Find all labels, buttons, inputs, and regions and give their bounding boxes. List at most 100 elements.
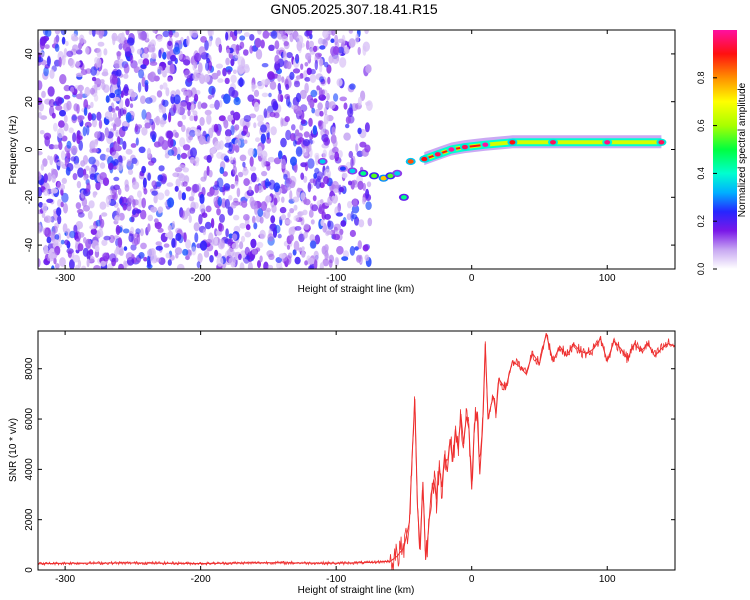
noise-blob	[174, 185, 179, 192]
noise-blob	[328, 55, 334, 64]
noise-blob	[142, 177, 147, 188]
noise-blob	[293, 215, 300, 222]
noise-blob	[47, 86, 55, 97]
noise-blob	[365, 201, 372, 211]
noise-blob	[239, 262, 245, 269]
noise-blob	[72, 132, 77, 143]
noise-blob	[303, 131, 310, 138]
noise-blob	[233, 214, 240, 221]
noise-blob	[200, 36, 207, 43]
noise-blob	[43, 66, 49, 77]
noise-blob	[77, 115, 83, 123]
noise-blob	[230, 74, 237, 84]
noise-blob	[45, 30, 52, 37]
noise-blob	[191, 246, 197, 256]
noise-blob	[49, 105, 55, 117]
noise-blob	[364, 254, 370, 262]
noise-blob	[231, 90, 239, 99]
ridge-point-core	[387, 173, 394, 178]
ridge-point-core	[434, 152, 441, 157]
noise-blob	[155, 115, 161, 126]
noise-blob	[86, 125, 90, 136]
noise-blob	[249, 113, 257, 119]
noise-blob	[234, 138, 241, 148]
noise-blob	[88, 200, 95, 209]
noise-blob	[167, 40, 173, 47]
noise-blob	[189, 115, 195, 122]
x-tick-label: -300	[55, 574, 75, 585]
noise-blob	[244, 64, 250, 69]
noise-blob	[112, 96, 121, 102]
noise-blob	[293, 80, 301, 88]
noise-blob	[38, 151, 43, 156]
noise-blob	[89, 87, 95, 95]
snr-frame	[37, 330, 676, 571]
noise-blob	[292, 196, 300, 203]
noise-blob	[332, 53, 340, 65]
noise-blob	[226, 48, 231, 54]
ridge-point-core	[407, 159, 414, 164]
colorbar-label: Normalized spectral amplitude	[737, 82, 748, 217]
noise-blob	[356, 255, 362, 263]
noise-blob	[292, 249, 297, 256]
colorbar-tick-label: 0.2	[696, 215, 706, 228]
noise-blob	[319, 76, 325, 83]
noise-blob	[95, 180, 101, 191]
noise-blob	[56, 127, 65, 139]
noise-blob	[284, 183, 292, 191]
noise-blob	[317, 120, 322, 127]
noise-blob	[359, 141, 367, 148]
noise-blob	[339, 96, 348, 102]
noise-blob	[365, 64, 372, 74]
ridge-point-core	[349, 168, 356, 174]
noise-blob	[77, 212, 85, 218]
noise-blob	[111, 32, 118, 42]
y-tick-label: 0	[24, 146, 35, 152]
noise-blob	[286, 52, 293, 59]
noise-blob	[97, 41, 105, 47]
noise-blob	[106, 147, 110, 153]
noise-blob	[47, 252, 55, 259]
noise-blob	[172, 129, 178, 137]
noise-blob	[102, 84, 110, 93]
noise-blob	[71, 33, 78, 40]
noise-blob	[101, 239, 108, 246]
noise-blob	[255, 137, 260, 143]
noise-blob	[92, 118, 97, 128]
noise-blob	[180, 36, 184, 43]
noise-blob	[90, 113, 97, 121]
noise-blob	[338, 186, 345, 193]
noise-blob	[60, 183, 65, 191]
noise-blob	[129, 103, 134, 109]
noise-blob	[280, 30, 287, 35]
noise-blob	[141, 109, 147, 120]
noise-blob	[126, 203, 132, 212]
noise-blob	[268, 179, 276, 190]
noise-blob	[199, 193, 205, 205]
noise-blob	[120, 90, 124, 98]
noise-blob	[40, 115, 48, 120]
noise-blob	[322, 121, 326, 130]
noise-blob	[232, 111, 241, 121]
noise-blob	[42, 158, 48, 167]
noise-blob	[72, 44, 79, 52]
noise-blob	[136, 124, 143, 129]
noise-blob	[41, 90, 46, 98]
noise-blob	[159, 117, 165, 128]
noise-blob	[222, 184, 226, 196]
noise-blob	[53, 239, 59, 246]
noise-blob	[116, 69, 122, 77]
noise-blob	[203, 170, 208, 180]
noise-blob	[153, 218, 159, 223]
noise-blob	[63, 203, 68, 214]
noise-blob	[285, 129, 292, 141]
noise-blob	[66, 50, 74, 57]
noise-blob	[324, 250, 329, 261]
noise-blob	[99, 201, 107, 210]
noise-blob	[181, 124, 186, 133]
noise-blob	[230, 125, 235, 136]
noise-blob	[367, 217, 373, 227]
noise-blob	[76, 133, 81, 145]
noise-blob	[118, 248, 124, 256]
noise-blob	[150, 39, 156, 48]
